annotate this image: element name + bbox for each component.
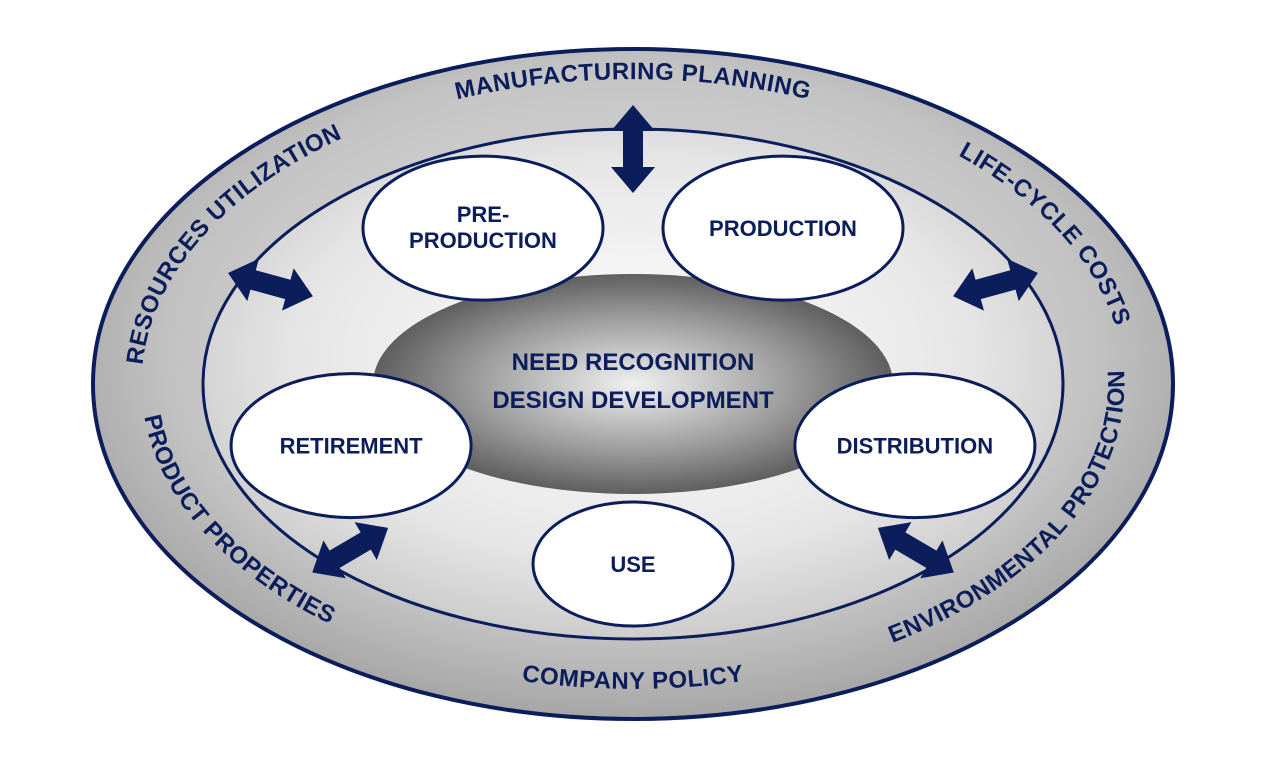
center-label-need-recognition: NEED RECOGNITION — [512, 349, 755, 376]
node-label-retirement: RETIREMENT — [280, 434, 424, 459]
lifecycle-diagram: MANUFACTURING PLANNINGRESOURCES UTILIZAT… — [0, 0, 1267, 768]
node-label-distribution: DISTRIBUTION — [837, 434, 993, 459]
node-label-use: USE — [610, 552, 655, 577]
node-label-production: PRODUCTION — [709, 216, 857, 241]
center-label-design-development: DESIGN DEVELOPMENT — [492, 387, 774, 414]
